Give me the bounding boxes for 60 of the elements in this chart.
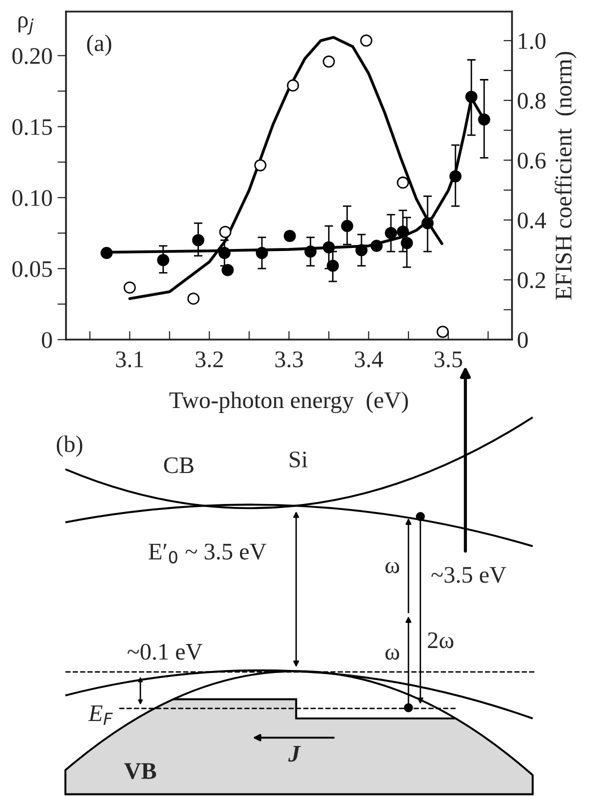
point	[326, 260, 339, 272]
point	[100, 246, 113, 260]
point	[465, 90, 478, 103]
text: (b)	[56, 435, 82, 457]
y2-tick-label: 0.2	[518, 272, 546, 288]
point	[396, 226, 409, 238]
y-tick-label: 0.10	[12, 190, 52, 206]
point	[192, 234, 204, 246]
y2-tick-label: 0.8	[518, 92, 546, 109]
text: ~3.5 eV	[431, 566, 506, 583]
y2-tick-label: 1.0	[518, 33, 546, 50]
point	[360, 34, 372, 47]
text: E$_{F}$	[88, 705, 113, 725]
text: J	[288, 746, 301, 762]
x-tick-label: 3.4	[355, 351, 384, 368]
point	[436, 326, 449, 338]
point	[322, 55, 335, 68]
y-tick-label: 0.05	[12, 261, 52, 278]
annotation: (a)	[87, 34, 112, 56]
point	[256, 246, 268, 260]
point	[355, 244, 368, 256]
text: 2ω	[428, 632, 454, 648]
x-tick-label: 3.1	[116, 351, 144, 368]
point	[449, 170, 462, 182]
point	[384, 227, 398, 240]
text: Si	[290, 452, 308, 468]
text: E′$_{0}$ ~ 3.5 eV	[148, 544, 266, 564]
point	[286, 79, 300, 92]
point	[157, 254, 170, 266]
text: ω	[385, 648, 400, 660]
point	[218, 246, 231, 260]
point	[222, 264, 234, 276]
point	[187, 292, 200, 305]
y2-axis-title: EFISH coefficient (norm)	[554, 52, 576, 300]
y2-tick-label: 0	[518, 332, 528, 348]
text: ω	[385, 562, 400, 574]
point	[284, 230, 296, 242]
point	[478, 113, 490, 126]
point	[254, 159, 266, 172]
text: VB	[124, 763, 156, 780]
point	[341, 220, 354, 232]
y-axis-title: ρ$_{j}$	[18, 16, 34, 35]
x-tick-label: 3.2	[196, 351, 223, 368]
point	[124, 282, 136, 294]
y-tick-label: 0	[42, 332, 52, 348]
y2-tick-label: 0.6	[518, 152, 546, 169]
x-axis-title: Two-photon energy (eV)	[169, 392, 408, 414]
text: CB	[164, 457, 194, 474]
y-tick-label: 0.15	[12, 119, 52, 136]
point	[370, 240, 383, 252]
point	[322, 241, 335, 254]
point	[304, 245, 317, 258]
x-tick-label: 3.5	[434, 351, 462, 368]
x-tick-label: 3.3	[275, 351, 303, 368]
y-tick-label: 0.20	[12, 48, 52, 64]
point	[400, 236, 413, 250]
text: ~0.1 eV	[128, 644, 202, 660]
y2-tick-label: 0.4	[518, 212, 546, 229]
point	[396, 176, 409, 189]
point	[219, 226, 232, 238]
